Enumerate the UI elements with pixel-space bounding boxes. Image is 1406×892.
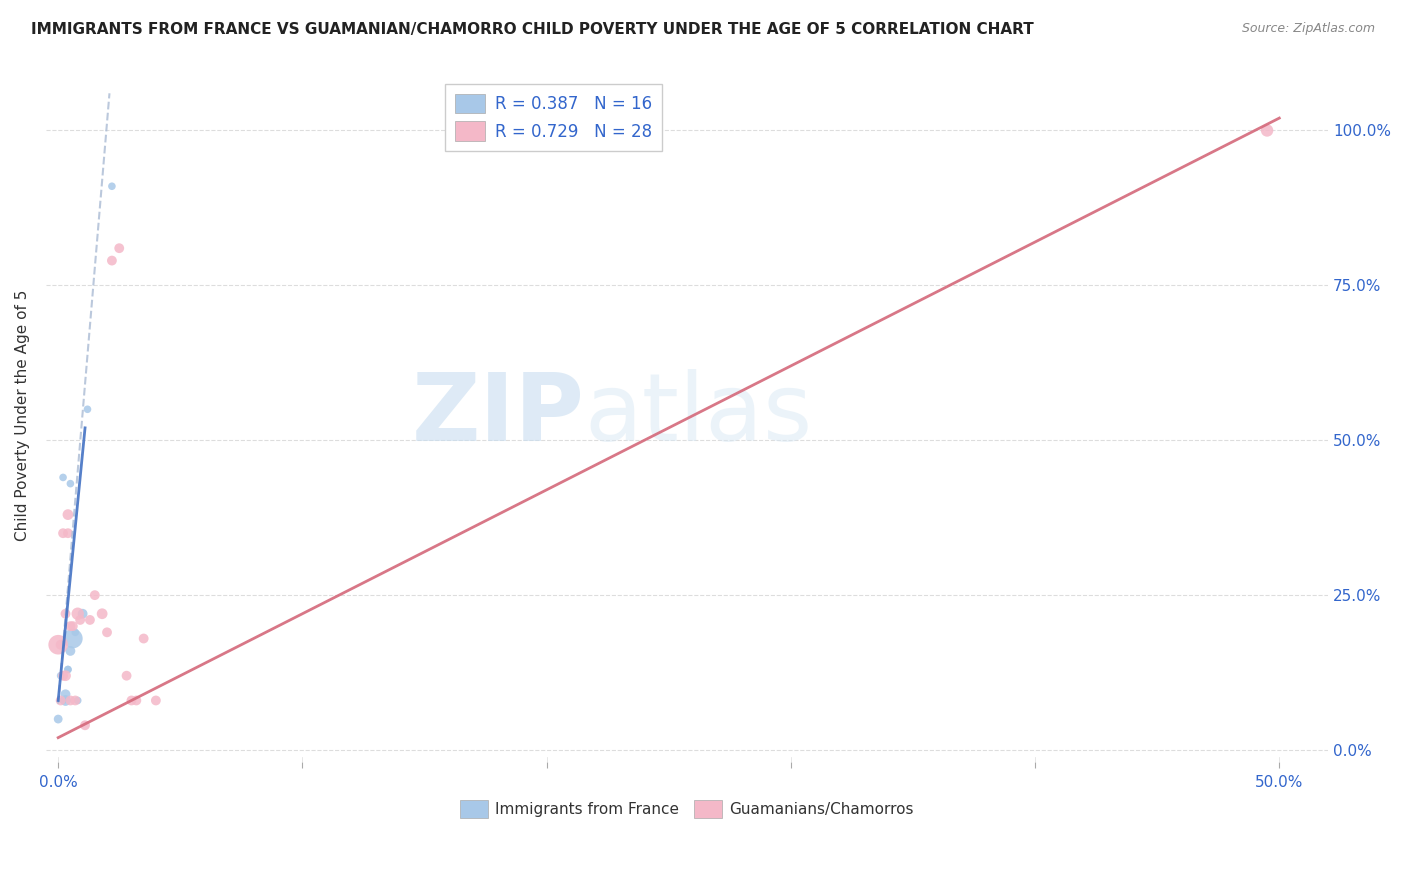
Point [66,607,89,621]
Point [59,693,82,707]
Point [59,644,82,658]
Point [79,613,101,627]
Point [56,663,79,677]
Point [52,470,75,484]
Point [73,718,96,732]
Text: Source: ZipAtlas.com: Source: ZipAtlas.com [1241,22,1375,36]
Y-axis label: Child Poverty Under the Age of 5: Child Poverty Under the Age of 5 [15,290,30,541]
Text: atlas: atlas [585,369,813,461]
Point [52,526,75,541]
Text: ZIP: ZIP [412,369,585,461]
Point [52,693,75,707]
Point [120,693,142,707]
Point [52,669,75,683]
Point [46,638,69,652]
Point [72,607,94,621]
Point [125,693,148,707]
Point [62,632,84,646]
Text: IMMIGRANTS FROM FRANCE VS GUAMANIAN/CHAMORRO CHILD POVERTY UNDER THE AGE OF 5 CO: IMMIGRANTS FROM FRANCE VS GUAMANIAN/CHAM… [31,22,1033,37]
Point [115,669,138,683]
Point [101,253,124,268]
Point [132,632,155,646]
Point [49,669,72,683]
Point [101,179,124,194]
Point [49,693,72,707]
Point [55,693,77,707]
Point [56,663,79,677]
Point [66,693,89,707]
Point [46,712,69,726]
Point [62,619,84,633]
Point [55,607,77,621]
Point [59,476,82,491]
Point [49,638,72,652]
Point [56,526,79,541]
Point [59,619,82,633]
Legend: Immigrants from France, Guamanians/Chamorros: Immigrants from France, Guamanians/Chamo… [454,794,920,824]
Point [65,625,87,640]
Point [69,613,91,627]
Point [108,241,131,255]
Point [1256,123,1278,137]
Point [145,693,167,707]
Point [55,669,77,683]
Point [55,687,77,701]
Point [65,693,87,707]
Point [91,607,114,621]
Point [76,402,98,417]
Point [96,625,118,640]
Point [56,508,79,522]
Point [83,588,105,602]
